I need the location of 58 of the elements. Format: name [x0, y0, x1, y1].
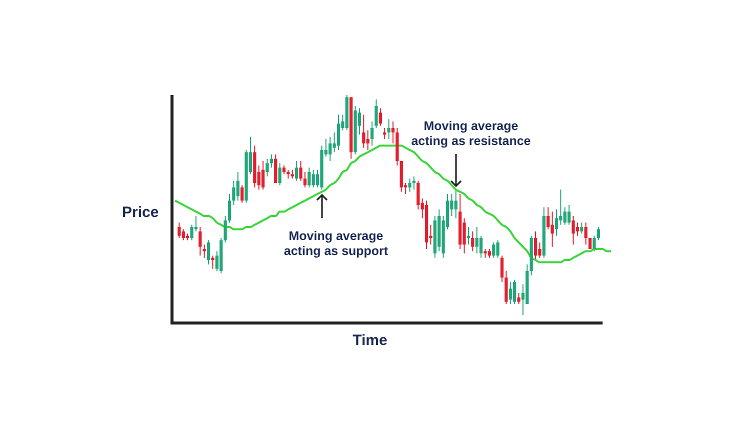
candlestick	[182, 228, 185, 241]
candlestick	[534, 230, 538, 260]
candlestick	[336, 114, 340, 150]
candlestick	[559, 189, 562, 226]
candlestick	[328, 136, 332, 162]
candlestick	[295, 160, 298, 182]
candlestick	[554, 208, 558, 236]
candlestick	[240, 184, 244, 204]
x-axis-title: Time	[352, 332, 388, 349]
candlestick	[362, 114, 366, 148]
candlestick	[387, 118, 390, 140]
candlestick	[572, 216, 575, 246]
candlestick	[550, 211, 554, 248]
candlestick	[408, 178, 412, 192]
annotation: Moving average acting as resistance	[410, 119, 532, 149]
candlestick	[299, 160, 302, 182]
candlestick	[492, 242, 496, 258]
candlestick	[391, 120, 395, 144]
candlestick	[500, 255, 504, 282]
candlestick	[236, 172, 240, 202]
candlestick	[517, 292, 520, 304]
candlestick	[596, 226, 600, 241]
candlestick	[479, 235, 483, 258]
candlestick	[546, 206, 550, 230]
candlestick	[580, 222, 584, 234]
candlestick	[211, 255, 214, 270]
candlestick	[303, 172, 307, 188]
candlestick	[568, 204, 571, 226]
candlestick	[508, 282, 512, 304]
annotation: Moving average acting as support	[282, 229, 390, 259]
candlestick	[475, 226, 478, 254]
candlestick	[374, 98, 378, 128]
y-axis-title: Price	[122, 204, 159, 221]
candlestick	[584, 222, 588, 246]
candlestick	[308, 167, 311, 188]
candlestick	[576, 222, 580, 236]
candlestick	[513, 279, 516, 304]
candlestick	[471, 230, 474, 252]
candlestick	[224, 216, 227, 243]
candlestick	[261, 160, 265, 190]
candlestick	[454, 189, 458, 219]
candlestick	[312, 169, 315, 188]
candlestick	[563, 206, 566, 226]
candlestick	[178, 222, 181, 238]
candlestick	[378, 108, 382, 126]
candlestick	[266, 158, 269, 177]
candlestick	[416, 180, 420, 210]
candlestick	[190, 224, 194, 241]
candlestick	[496, 240, 500, 258]
candlestick	[278, 162, 282, 186]
candlestick	[232, 180, 236, 206]
candlestick	[198, 226, 202, 256]
candlestick	[228, 194, 232, 224]
candlestick	[206, 240, 210, 265]
candlestick	[366, 130, 370, 150]
candlestick	[538, 242, 542, 258]
candlestick	[370, 120, 374, 146]
candlestick	[592, 235, 596, 252]
